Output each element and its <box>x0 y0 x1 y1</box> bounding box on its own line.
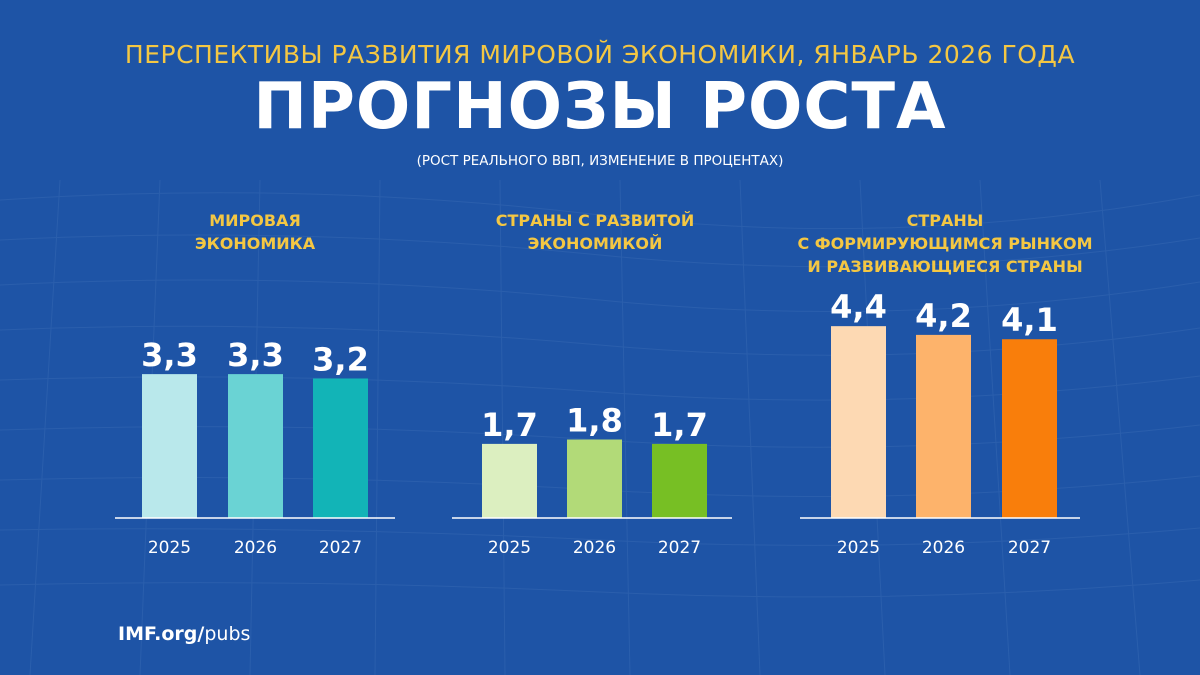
panel-title-emerging-line-2: С ФОРМИРУЮЩИМСЯ РЫНКОМ <box>797 234 1093 253</box>
chart-world: 3,3 2025 3,3 2026 3,2 2027 <box>115 336 395 558</box>
tick-label-emerging-2026: 2026 <box>922 538 965 558</box>
tick-label-advanced-2025: 2025 <box>488 538 531 558</box>
footer-url-path: pubs <box>204 623 251 645</box>
data-label-emerging-2026: 4,2 <box>915 297 972 335</box>
data-label-world-2025: 3,3 <box>141 336 198 374</box>
tick-label-emerging-2025: 2025 <box>837 538 880 558</box>
tick-label-world-2027: 2027 <box>319 538 362 558</box>
panel-title-emerging-line-1: СТРАНЫ <box>906 211 984 230</box>
panel-title-advanced-line-1: СТРАНЫ С РАЗВИТОЙ <box>495 211 695 230</box>
panel-title-advanced: СТРАНЫ С РАЗВИТОЙ ЭКОНОМИКОЙ <box>445 209 745 255</box>
tick-label-emerging-2027: 2027 <box>1008 538 1051 558</box>
bar-advanced-2026 <box>567 439 622 518</box>
data-label-world-2027: 3,2 <box>312 340 369 378</box>
tick-label-advanced-2026: 2026 <box>573 538 616 558</box>
bar-emerging-2027 <box>1002 339 1057 518</box>
panel-title-world-line-1: МИРОВАЯ <box>209 211 301 230</box>
chart-advanced: 1,7 2025 1,8 2026 1,7 2027 <box>452 402 732 558</box>
data-label-emerging-2027: 4,1 <box>1001 301 1058 339</box>
bar-world-2025 <box>142 374 197 518</box>
data-label-advanced-2027: 1,7 <box>651 406 708 444</box>
data-label-emerging-2025: 4,4 <box>830 288 887 326</box>
bar-advanced-2027 <box>652 443 707 518</box>
tick-label-world-2026: 2026 <box>234 538 277 558</box>
data-label-advanced-2026: 1,8 <box>566 402 623 440</box>
bar-emerging-2026 <box>916 334 971 518</box>
chart-subtitle: (РОСТ РЕАЛЬНОГО ВВП, ИЗМЕНЕНИЕ В ПРОЦЕНТ… <box>416 153 784 169</box>
panel-title-emerging-line-3: И РАЗВИВАЮЩИЕСЯ СТРАНЫ <box>807 257 1083 276</box>
footer-url[interactable]: IMF.org/pubs <box>118 623 250 645</box>
panel-title-world: МИРОВАЯ ЭКОНОМИКА <box>105 209 405 255</box>
data-label-advanced-2025: 1,7 <box>481 406 538 444</box>
bar-emerging-2025 <box>831 326 886 518</box>
tick-label-advanced-2027: 2027 <box>658 538 701 558</box>
chart-emerging: 4,4 2025 4,2 2026 4,1 2027 <box>800 288 1080 558</box>
bar-world-2027 <box>313 378 368 518</box>
footer-url-domain: IMF.org/ <box>118 623 205 645</box>
panel-title-advanced-line-2: ЭКОНОМИКОЙ <box>527 234 663 253</box>
data-label-world-2026: 3,3 <box>227 336 284 374</box>
bar-world-2026 <box>228 374 283 518</box>
page-title: ПРОГНОЗЫ РОСТА <box>253 70 947 144</box>
panel-title-emerging: СТРАНЫ С ФОРМИРУЮЩИМСЯ РЫНКОМ И РАЗВИВАЮ… <box>780 209 1110 278</box>
report-supertitle: ПЕРСПЕКТИВЫ РАЗВИТИЯ МИРОВОЙ ЭКОНОМИКИ, … <box>124 40 1076 69</box>
bar-advanced-2025 <box>482 443 537 518</box>
panel-title-world-line-2: ЭКОНОМИКА <box>194 234 316 253</box>
tick-label-world-2025: 2025 <box>148 538 191 558</box>
